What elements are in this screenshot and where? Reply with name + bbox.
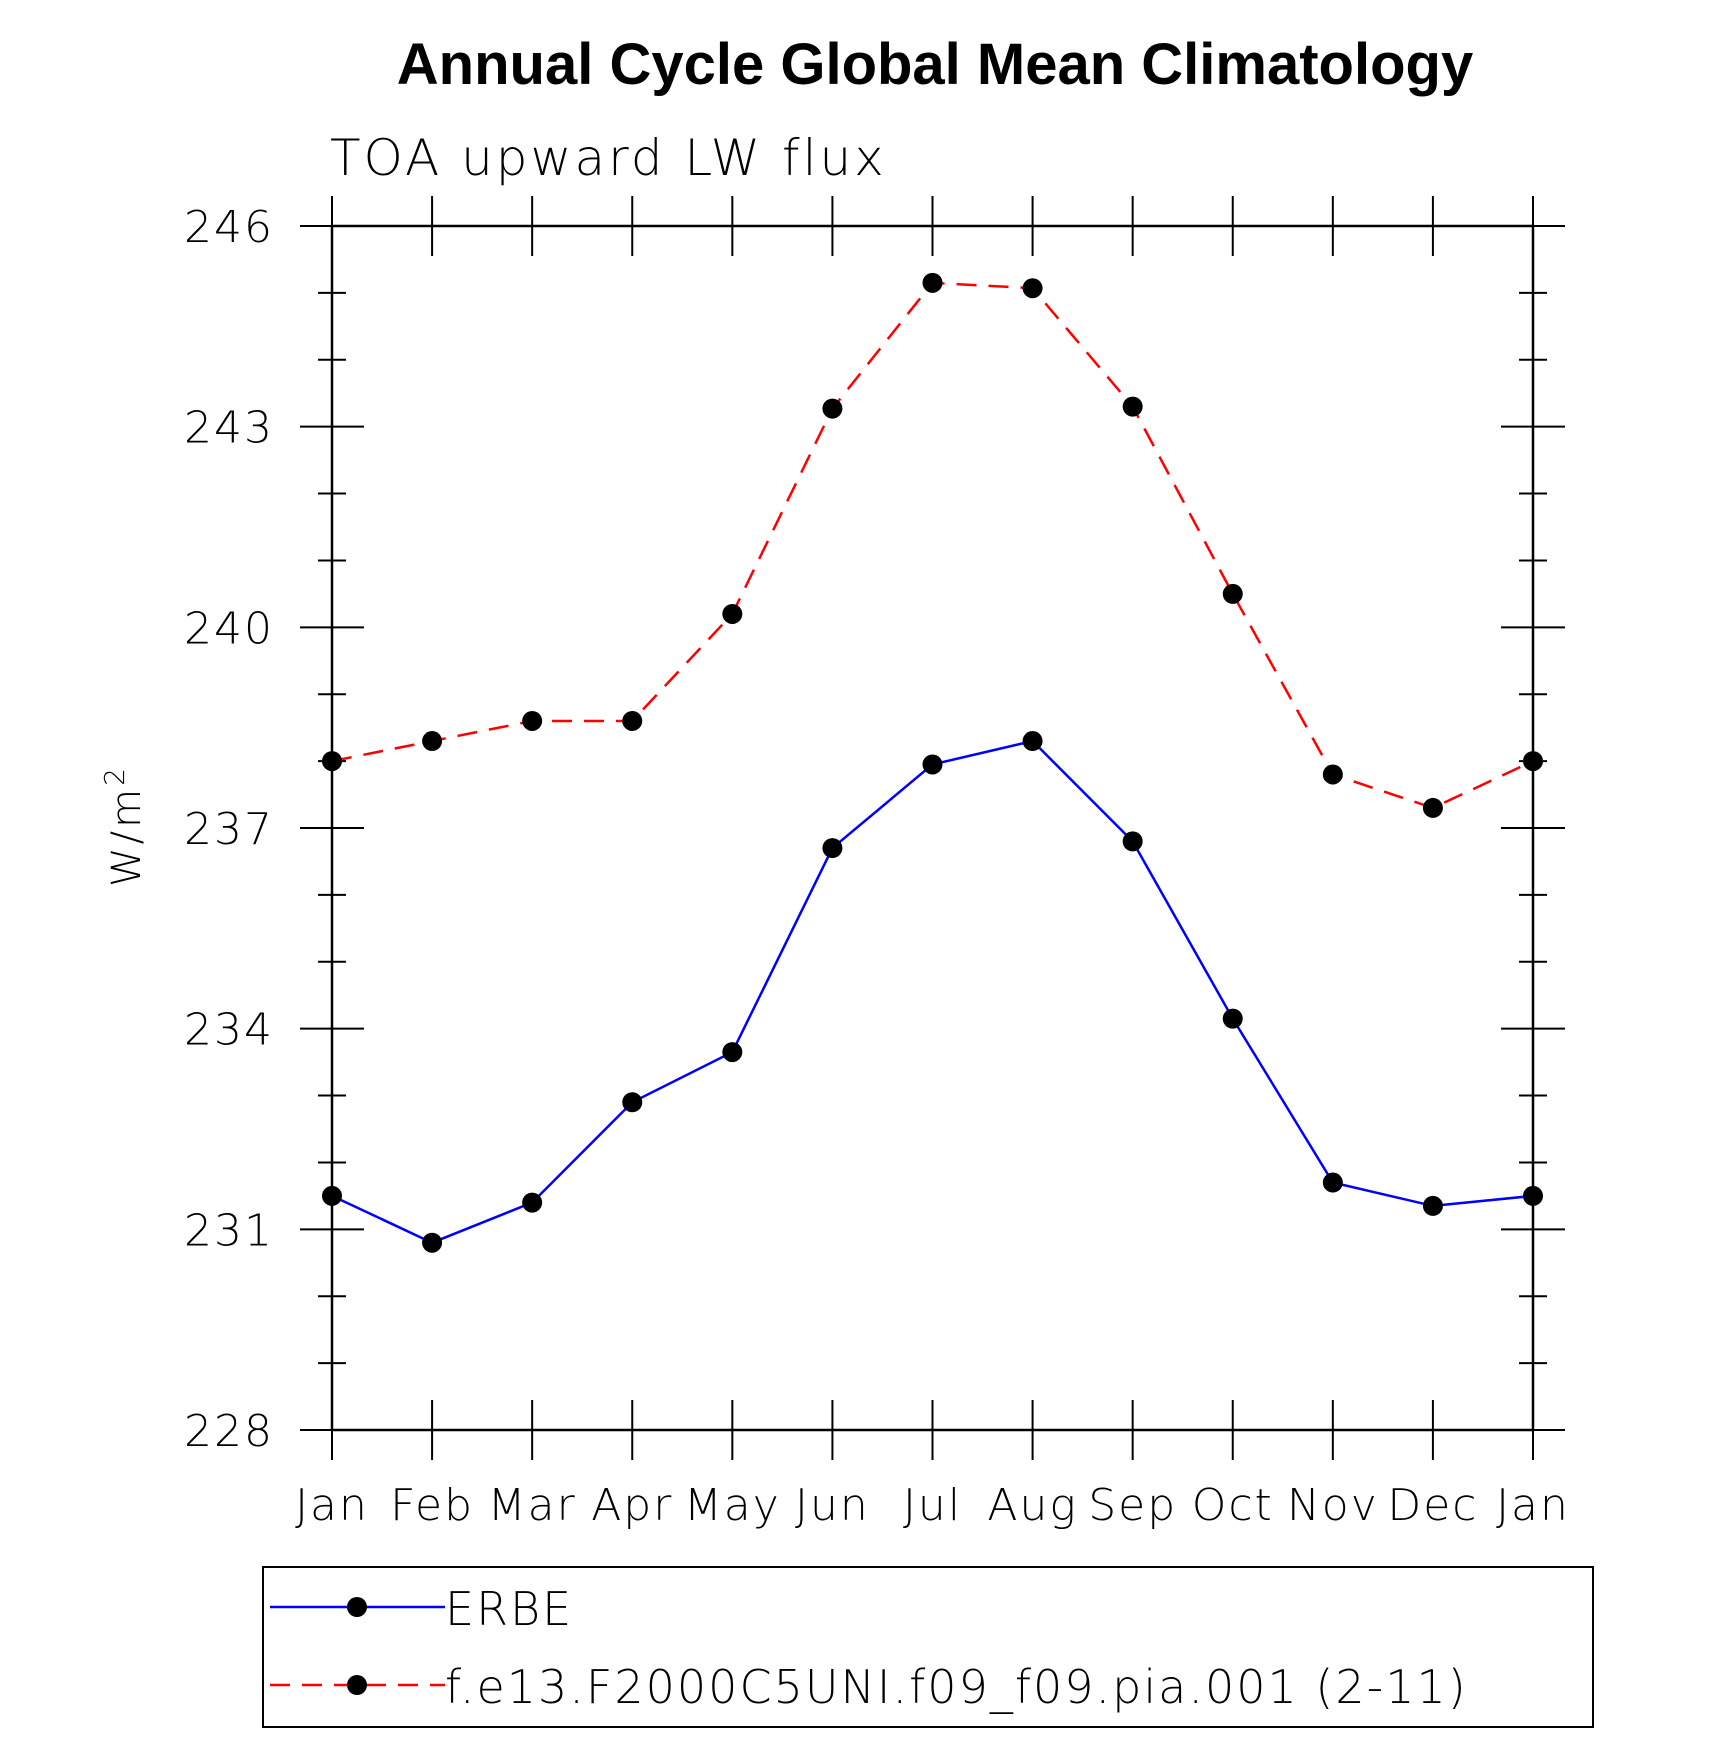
- data-point: [622, 710, 643, 731]
- y-tick-label: 228: [184, 1406, 274, 1457]
- y-tick-label: 240: [184, 603, 274, 654]
- x-tick-label: Sep: [1088, 1480, 1177, 1531]
- x-tick-label: Jun: [795, 1480, 870, 1531]
- data-point: [1523, 1185, 1543, 1206]
- data-point: [1022, 731, 1043, 752]
- data-point: [1122, 396, 1143, 417]
- data-point: [922, 754, 943, 775]
- data-point: [1322, 764, 1343, 785]
- legend-label-erbe: ERBE: [445, 1582, 573, 1636]
- series-line: [331, 281, 1534, 810]
- data-point: [1022, 278, 1043, 299]
- legend-marker-erbe: [347, 1597, 367, 1617]
- data-point: [822, 398, 843, 419]
- y-tick-label: 243: [184, 403, 274, 454]
- axes: [300, 196, 1565, 1460]
- data-point: [1122, 831, 1143, 852]
- x-tick-label: Jan: [1496, 1480, 1570, 1531]
- y-tick-label: 231: [184, 1205, 274, 1256]
- data-point: [422, 1232, 443, 1253]
- legend: ERBE f.e13.F2000C5UNI.f09_f09.pia.001 (2…: [262, 1566, 1594, 1728]
- data-point: [722, 603, 743, 624]
- x-tick-label: Dec: [1387, 1480, 1478, 1531]
- y-tick-label: 234: [184, 1005, 274, 1056]
- data-point: [822, 838, 843, 859]
- data-point: [1523, 751, 1543, 772]
- data-point: [1222, 1008, 1243, 1029]
- y-axis-label-unit: W/m: [104, 786, 150, 887]
- legend-label-model: f.e13.F2000C5UNI.f09_f09.pia.001 (2-11): [445, 1660, 1468, 1714]
- data-point: [622, 1092, 643, 1113]
- data-point: [1322, 1172, 1343, 1193]
- x-tick-label: Nov: [1287, 1480, 1379, 1531]
- data-point: [1222, 583, 1243, 604]
- plot-frame: [330, 224, 1535, 1432]
- x-tick-labels: Jan Feb Mar Apr May Jun Jul Aug Sep Oct Nov Dec Jan: [295, 1480, 1570, 1531]
- data-point: [1422, 797, 1443, 818]
- chart-subtitle: TOA upward LW flux: [330, 129, 887, 187]
- x-tick-label: Jul: [903, 1480, 962, 1531]
- series-layer: [322, 272, 1543, 1253]
- data-point: [422, 731, 443, 752]
- chart-title: Annual Cycle Global Mean Climatology: [397, 32, 1473, 97]
- series-line: [331, 739, 1534, 1245]
- data-point: [1422, 1195, 1443, 1216]
- x-tick-label: Apr: [591, 1480, 673, 1531]
- y-axis-label: W/m2: [98, 765, 150, 887]
- x-tick-label: Mar: [488, 1480, 577, 1531]
- y-axis-label-superscript: 2: [98, 765, 131, 786]
- data-point: [322, 1185, 342, 1206]
- data-point: [522, 710, 543, 731]
- x-tick-label: May: [684, 1480, 781, 1531]
- y-tick-label: 246: [184, 202, 274, 253]
- data-point: [722, 1042, 743, 1063]
- series-0: [322, 731, 1543, 1253]
- x-tick-label: Jan: [295, 1480, 369, 1531]
- legend-marker-model: [347, 1675, 367, 1695]
- data-point: [522, 1192, 543, 1213]
- x-tick-label: Feb: [390, 1480, 474, 1531]
- x-tick-label: Oct: [1192, 1480, 1274, 1531]
- y-tick-label: 237: [184, 804, 274, 855]
- y-tick-labels: 246 243 240 237 234 231 228: [184, 202, 274, 1457]
- series-1: [322, 272, 1543, 818]
- data-point: [322, 751, 342, 772]
- x-tick-label: Aug: [987, 1480, 1077, 1531]
- data-point: [922, 272, 943, 293]
- legend-box: [262, 1566, 1594, 1728]
